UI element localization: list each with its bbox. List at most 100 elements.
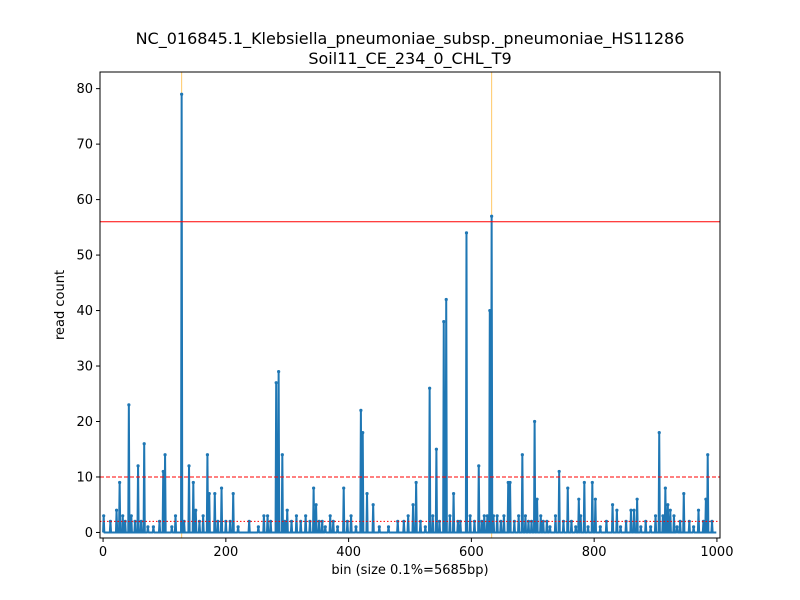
data-point	[598, 525, 602, 529]
x-tick-label: 1000	[700, 545, 733, 560]
data-point	[406, 514, 410, 518]
data-point	[173, 514, 178, 518]
data-point	[247, 519, 251, 523]
data-point	[289, 519, 294, 523]
data-point	[118, 480, 122, 485]
data-point	[604, 519, 609, 523]
data-point	[495, 514, 499, 518]
data-point	[579, 514, 583, 518]
data-point	[649, 525, 653, 529]
data-point	[710, 519, 714, 523]
data-point	[317, 519, 321, 523]
data-point	[442, 320, 446, 324]
x-axis-label: bin (size 0.1%=5685bp)	[331, 563, 488, 578]
x-axis-ticks: 0 200 400 600 800 1000	[99, 538, 733, 560]
data-point	[590, 480, 594, 485]
data-point	[114, 508, 119, 512]
y-tick-label: 80	[76, 82, 93, 97]
data-point	[294, 514, 299, 518]
data-point	[402, 519, 406, 523]
data-point	[448, 514, 452, 518]
data-point	[194, 508, 198, 512]
y-tick-label: 20	[76, 415, 93, 430]
data-point	[610, 503, 615, 507]
data-point	[682, 492, 686, 496]
y-axis-ticks: 0 10 20 30 40 50 60 70 80	[76, 82, 100, 541]
data-point	[566, 486, 570, 490]
data-point	[354, 525, 358, 529]
data-point	[108, 519, 113, 523]
data-point	[423, 525, 427, 529]
data-point	[411, 503, 415, 507]
data-point	[342, 486, 346, 490]
data-point	[615, 508, 619, 512]
data-point	[582, 480, 586, 485]
data-point	[359, 408, 363, 413]
data-point	[663, 486, 667, 490]
data-point	[444, 297, 448, 302]
data-point	[280, 453, 284, 457]
data-point	[386, 525, 391, 529]
series-line	[102, 93, 717, 534]
data-point	[632, 508, 636, 512]
data-point	[308, 519, 312, 523]
data-point	[365, 492, 369, 496]
data-point	[704, 497, 708, 501]
data-point	[328, 514, 332, 518]
data-point	[678, 519, 682, 523]
data-point	[639, 525, 643, 529]
data-point	[163, 453, 167, 457]
data-point	[644, 519, 648, 523]
data-point	[431, 514, 435, 518]
data-point	[657, 430, 661, 435]
data-point	[458, 519, 462, 523]
data-point	[349, 514, 353, 518]
data-point	[213, 492, 217, 496]
data-point	[553, 514, 558, 518]
y-tick-label: 10	[76, 470, 93, 485]
data-point	[523, 514, 528, 518]
data-point	[517, 514, 521, 518]
data-point	[485, 514, 489, 518]
data-point	[224, 519, 228, 523]
data-point	[577, 497, 581, 501]
data-point	[414, 480, 418, 485]
data-point	[187, 464, 191, 468]
data-point	[541, 519, 545, 523]
data-point	[256, 525, 260, 529]
y-tick-label: 30	[76, 360, 93, 375]
data-point	[434, 447, 438, 451]
data-point	[539, 514, 543, 518]
data-point	[696, 508, 701, 512]
data-point	[216, 519, 220, 523]
data-point	[207, 492, 211, 496]
data-point	[618, 525, 623, 529]
data-point	[139, 519, 143, 523]
data-point	[314, 503, 318, 507]
data-point	[361, 430, 365, 435]
data-point	[545, 519, 549, 523]
data-point	[136, 464, 140, 468]
data-point	[593, 497, 597, 501]
data-point	[629, 508, 633, 512]
data-point	[533, 419, 537, 424]
data-point	[666, 503, 670, 507]
data-point	[170, 525, 174, 529]
data-point	[635, 497, 639, 501]
data-point	[491, 514, 496, 518]
data-point	[653, 514, 658, 518]
data-point	[371, 503, 375, 507]
data-point	[706, 453, 710, 457]
data-point	[236, 525, 240, 529]
data-point	[586, 525, 590, 529]
chart-title: NC_016845.1_Klebsiella_pneumoniae_subsp.…	[136, 29, 685, 49]
data-point	[499, 519, 503, 523]
data-point	[180, 92, 184, 96]
data-point	[557, 469, 561, 474]
data-point	[102, 514, 106, 518]
x-tick-label: 0	[99, 545, 107, 560]
data-point	[219, 486, 224, 490]
x-tick-label: 600	[459, 545, 484, 560]
y-axis-label: read count	[53, 270, 68, 340]
